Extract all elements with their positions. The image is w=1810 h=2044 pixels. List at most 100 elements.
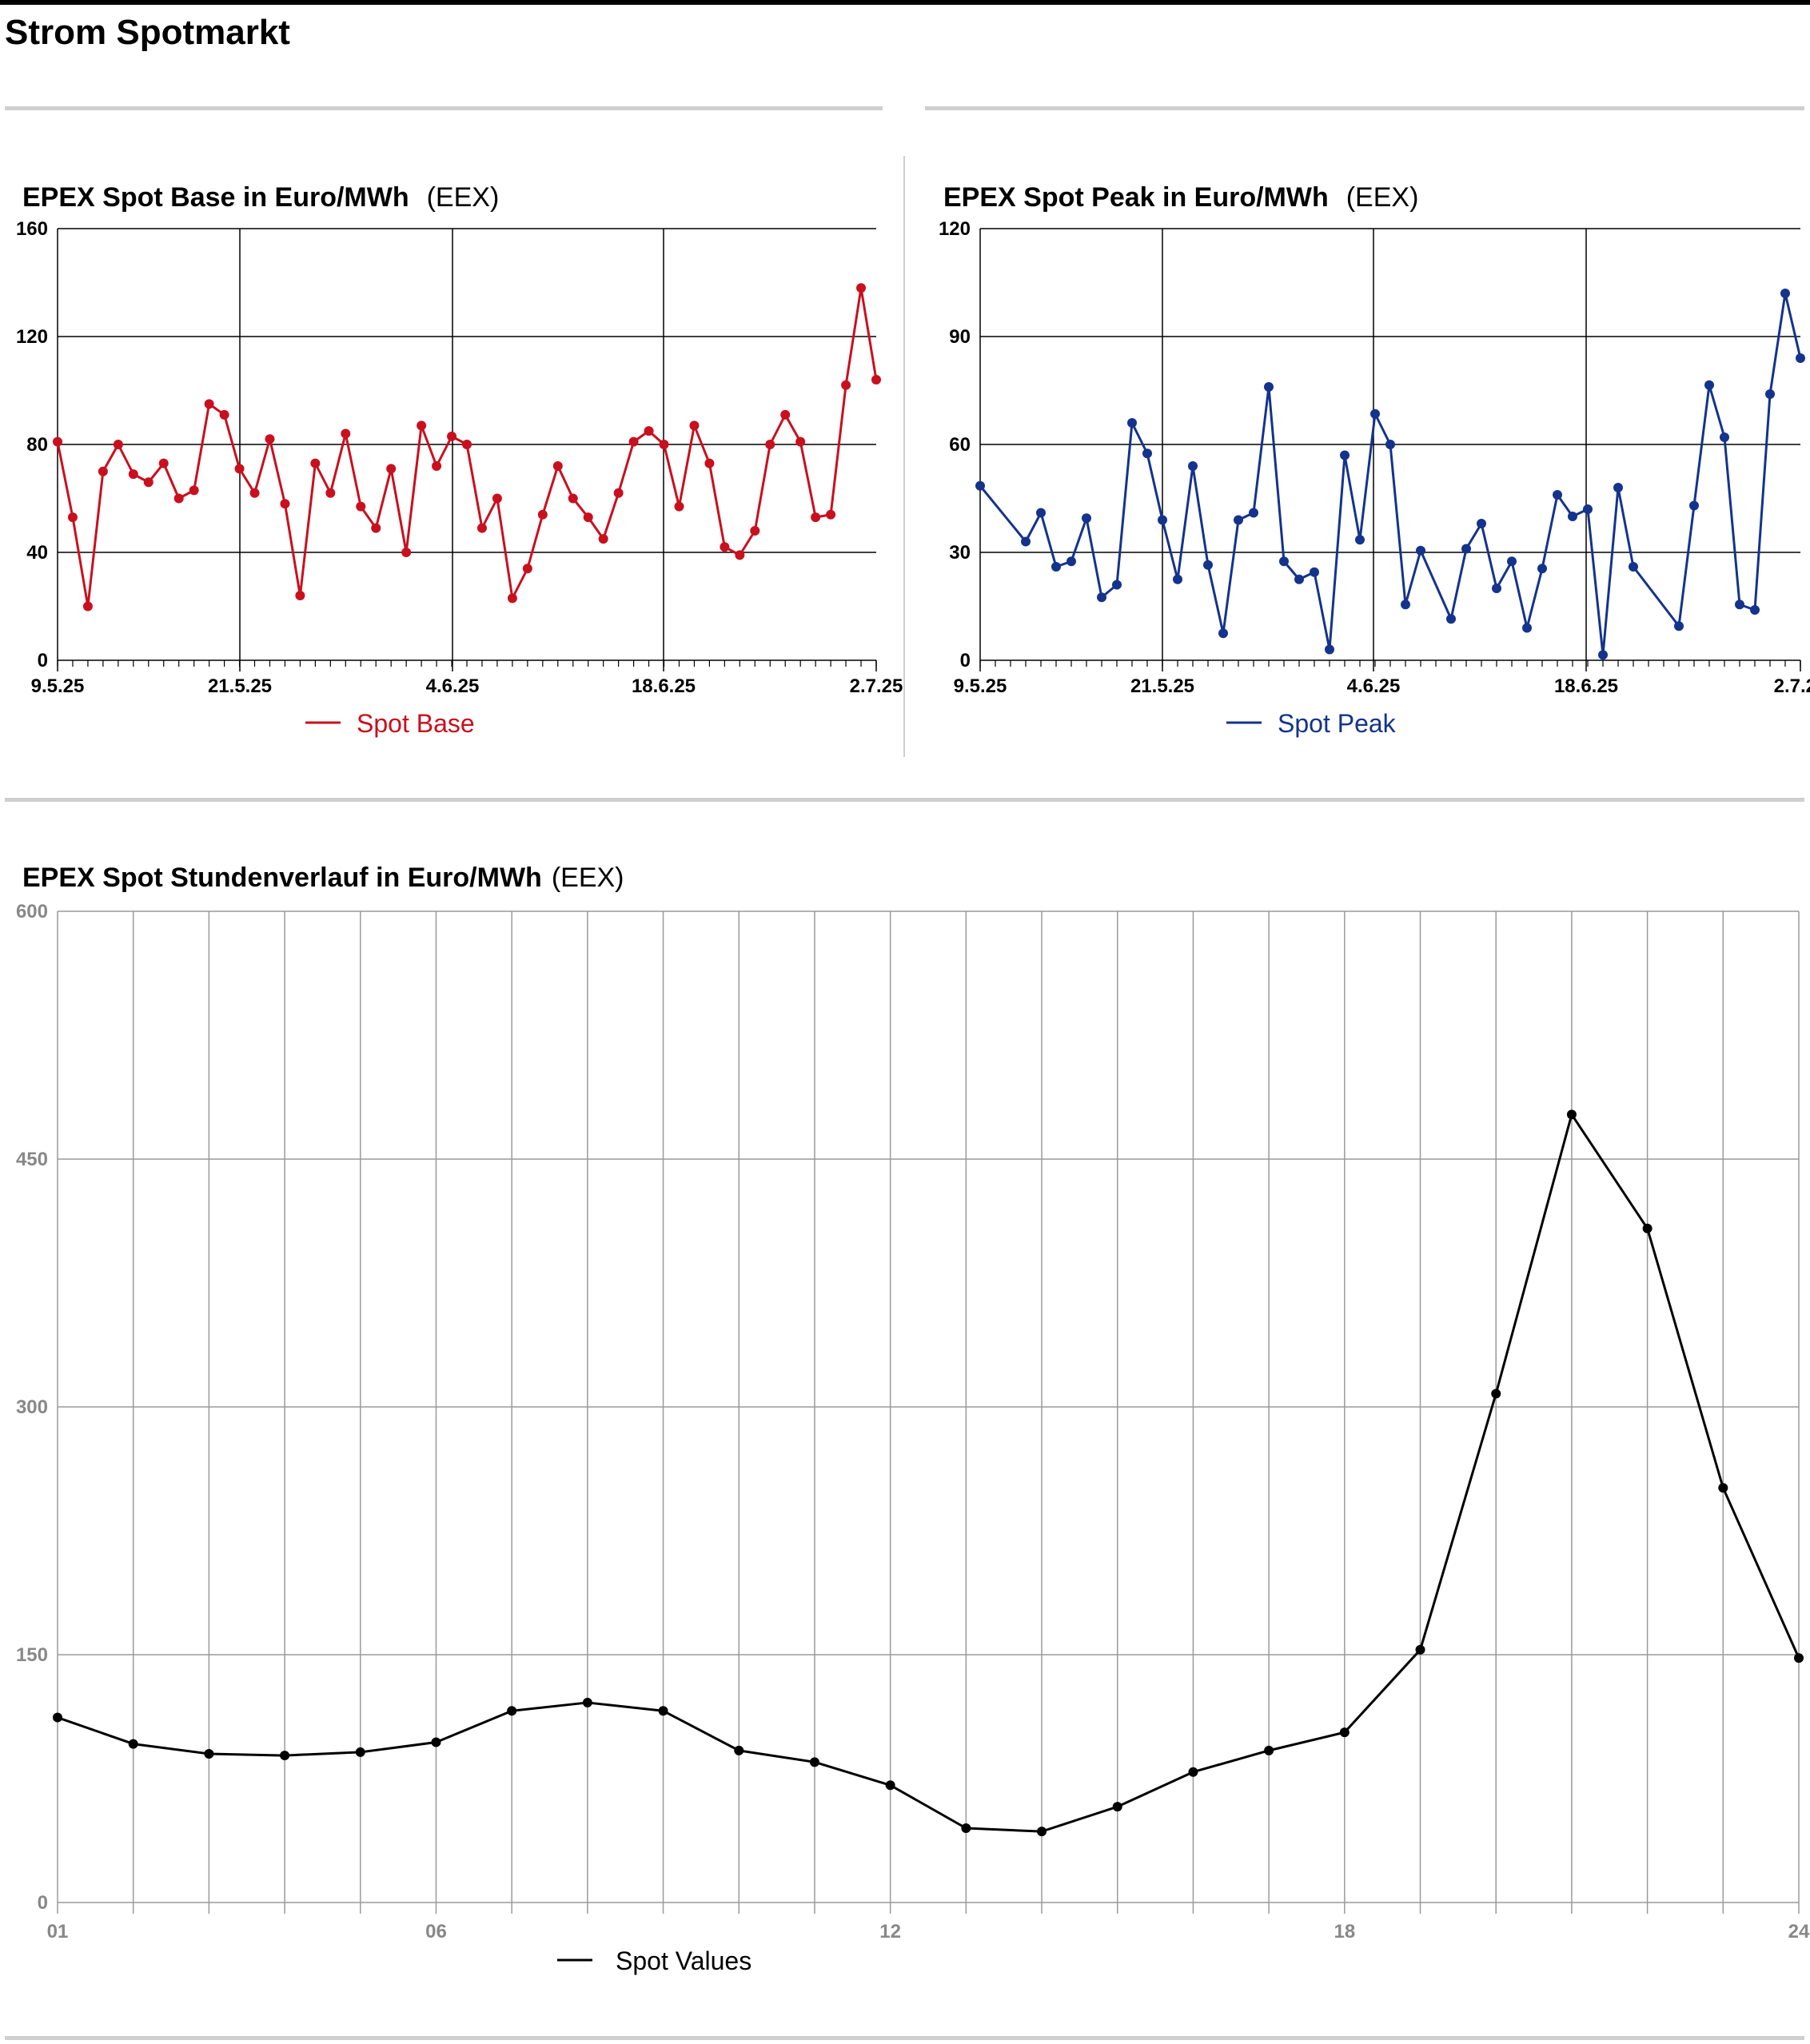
x-tick-label: 24 [1788, 1921, 1810, 1942]
y-tick-label: 450 [16, 1149, 48, 1170]
data-point [1507, 556, 1517, 567]
data-point [417, 420, 427, 431]
data-point [1294, 574, 1304, 584]
data-point [492, 493, 502, 504]
y-tick-label: 120 [939, 218, 971, 240]
data-point [628, 436, 639, 447]
data-point [613, 488, 624, 498]
x-tick-label: 18.6.25 [1554, 675, 1618, 697]
x-tick-label: 4.6.25 [1347, 675, 1401, 697]
data-point [189, 485, 199, 496]
x-tick-label: 2.7.25 [1774, 675, 1810, 697]
data-point [431, 1737, 441, 1747]
data-point [1415, 1644, 1425, 1655]
data-point [1522, 623, 1532, 633]
y-tick-label: 40 [26, 542, 48, 564]
data-point [1674, 621, 1684, 632]
data-point [841, 380, 851, 390]
chart-hourly-legend: Spot Values [557, 1946, 752, 1975]
chart-hourly-axis: 0 150 300 450 600 01 06 12 18 24 [16, 901, 1810, 1942]
data-point [67, 512, 78, 523]
data-point [1446, 614, 1456, 624]
data-point [371, 523, 381, 533]
data-point [128, 1739, 138, 1749]
data-point [98, 466, 108, 476]
data-point [1218, 628, 1228, 639]
data-point [1310, 567, 1319, 577]
data-point [1339, 1727, 1350, 1738]
data-point [1583, 504, 1593, 514]
x-tick-label: 18 [1334, 1921, 1355, 1942]
data-point [1553, 490, 1562, 500]
chart-spot-peak-axis: 0 30 60 90 120 9.5.25 21.5.25 4.6.25 18.6.25 2.7.… [939, 218, 1810, 697]
data-point [704, 458, 715, 468]
data-point [1370, 408, 1380, 419]
data-point [234, 464, 245, 474]
data-point [1629, 562, 1638, 572]
chart-spot-base-marks [53, 283, 881, 612]
data-point [113, 440, 123, 449]
data-point [1613, 483, 1623, 492]
data-point [1689, 500, 1699, 511]
x-tick-label: 21.5.25 [1130, 675, 1194, 697]
data-point [750, 526, 760, 536]
data-point [1718, 1483, 1728, 1493]
chart-hourly-title: EPEX Spot Stundenverlauf in Euro/MWh (EEX… [22, 863, 624, 893]
data-point [1112, 580, 1122, 590]
data-point [173, 493, 184, 504]
data-point [280, 1751, 290, 1761]
y-tick-label: 0 [38, 650, 48, 671]
data-point [1720, 432, 1729, 442]
data-point [1021, 536, 1031, 547]
data-point [734, 1745, 744, 1755]
data-point [219, 409, 229, 420]
y-tick-label: 160 [16, 218, 48, 240]
data-point [1279, 556, 1289, 567]
data-point [53, 436, 62, 447]
data-point [975, 480, 985, 491]
data-point [1461, 544, 1471, 554]
chart-spot-base-axis: 0 40 80 120 160 9.5.25 21.5.25 4.6.25 18.6.25 2.7… [16, 218, 903, 697]
data-point [658, 1706, 668, 1716]
x-tick-label: 2.7.25 [850, 675, 903, 697]
chart-hourly: EPEX Spot Stundenverlauf in Euro/MWh (EEX… [16, 863, 1810, 1975]
data-point [1188, 461, 1198, 471]
data-point [476, 523, 487, 533]
rule-middle [5, 798, 1804, 802]
data-point [507, 593, 517, 604]
data-point [1203, 560, 1213, 570]
data-point [1537, 564, 1547, 574]
legend-label-spot-values: Spot Values [616, 1946, 752, 1975]
data-point [310, 458, 321, 468]
data-point [809, 1757, 819, 1767]
data-point [1142, 448, 1152, 459]
data-point [128, 469, 138, 480]
chart-spot-peak: EPEX Spot Peak in Euro/MWh (EEX) 0 30 60 90 1… [939, 182, 1810, 738]
y-tick-label: 0 [38, 1892, 48, 1914]
data-point [582, 1697, 592, 1707]
data-point [1340, 450, 1350, 460]
data-point [1127, 418, 1137, 428]
y-tick-label: 80 [26, 434, 48, 456]
x-tick-label: 06 [425, 1921, 447, 1942]
chart-spot-peak-title: EPEX Spot Peak in Euro/MWh (EEX) [943, 182, 1418, 213]
data-point [1642, 1223, 1653, 1233]
x-tick-label: 4.6.25 [426, 675, 480, 697]
chart-hourly-grid [57, 910, 1800, 1914]
chart-spot-peak-grid [979, 228, 1801, 671]
data-point [1264, 1745, 1274, 1755]
data-point [432, 461, 442, 471]
data-point [826, 509, 836, 520]
y-tick-label: 600 [16, 901, 48, 922]
data-point [204, 399, 214, 409]
data-point [1173, 574, 1182, 584]
top-border [0, 0, 1810, 5]
data-point [462, 440, 472, 449]
data-point [143, 477, 153, 488]
data-point [1385, 440, 1395, 449]
legend-label-spot-base: Spot Base [357, 709, 475, 738]
data-point [765, 440, 775, 449]
data-point [811, 512, 821, 523]
data-point [689, 420, 700, 431]
data-point [1051, 562, 1061, 572]
